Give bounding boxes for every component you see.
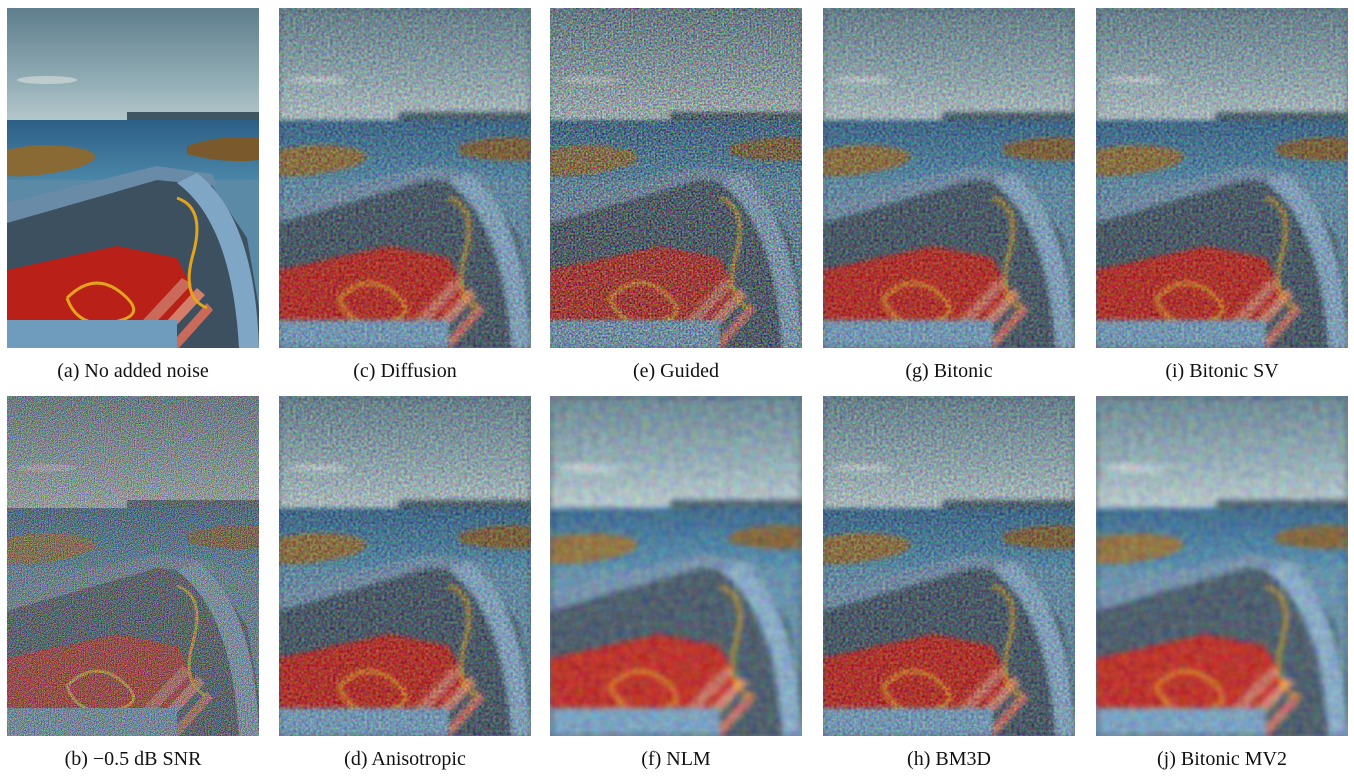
image: [1096, 396, 1348, 736]
image: [823, 8, 1075, 348]
image: [7, 8, 259, 348]
caption: (h) BM3D: [809, 748, 1089, 771]
image: [7, 396, 259, 736]
panel: (c) Diffusion: [279, 8, 531, 348]
image: [1096, 8, 1348, 348]
panel: (j) Bitonic MV2: [1096, 396, 1348, 736]
image: [823, 396, 1075, 736]
caption: (c) Diffusion: [265, 360, 545, 383]
panel: (f) NLM: [550, 396, 802, 736]
panel: (e) Guided: [550, 8, 802, 348]
image: [550, 396, 802, 736]
image: [550, 8, 802, 348]
panel: (a) No added noise: [7, 8, 259, 348]
caption: (g) Bitonic: [809, 360, 1089, 383]
panel: (i) Bitonic SV: [1096, 8, 1348, 348]
caption: (j) Bitonic MV2: [1082, 748, 1354, 771]
caption: (b) −0.5 dB SNR: [0, 748, 273, 771]
figure: (a) No added noise(c) Diffusion(e) Guide…: [0, 0, 1354, 776]
caption: (f) NLM: [536, 748, 816, 771]
panel: (h) BM3D: [823, 396, 1075, 736]
caption: (a) No added noise: [0, 360, 273, 383]
image: [279, 396, 531, 736]
panel: (d) Anisotropic: [279, 396, 531, 736]
caption: (d) Anisotropic: [265, 748, 545, 771]
caption: (e) Guided: [536, 360, 816, 383]
image: [279, 8, 531, 348]
panel: (g) Bitonic: [823, 8, 1075, 348]
panel: (b) −0.5 dB SNR: [7, 396, 259, 736]
caption: (i) Bitonic SV: [1082, 360, 1354, 383]
